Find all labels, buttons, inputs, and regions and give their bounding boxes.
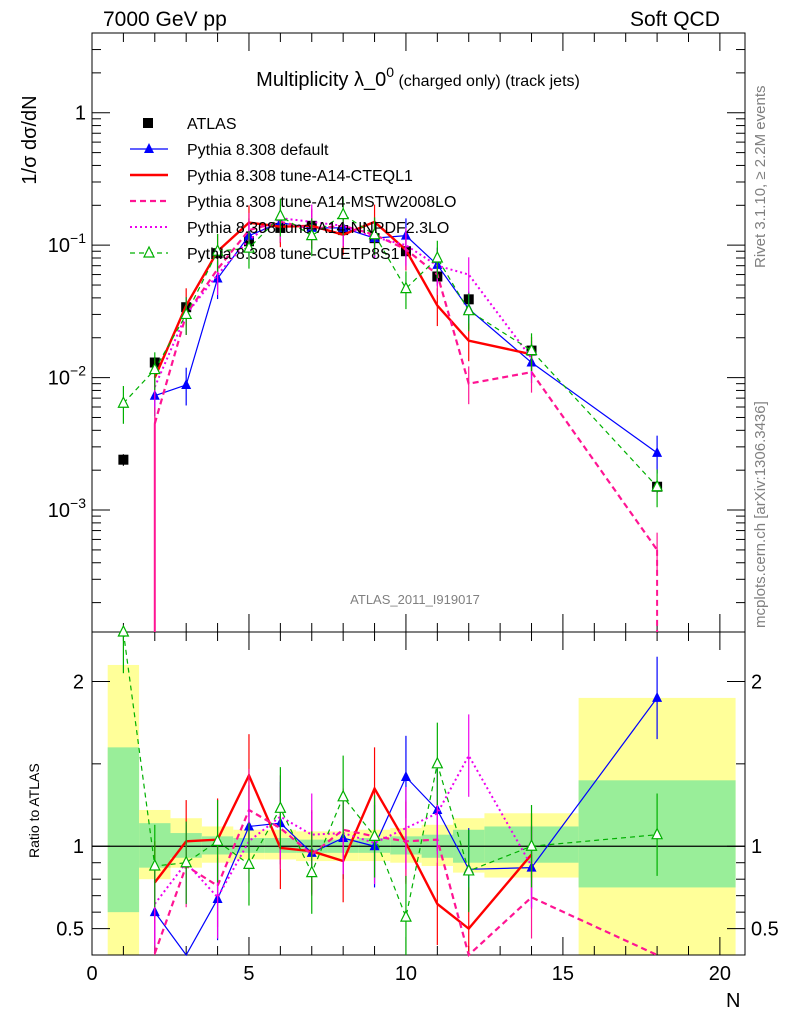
ratio-ytick-label-2: 2 — [73, 671, 84, 693]
ratio-xtick-label-4: 20 — [709, 963, 731, 985]
series-line-2 — [153, 220, 532, 379]
x-axis-label: N — [726, 990, 741, 1012]
ratio-point — [462, 863, 475, 876]
series-line-3 — [153, 220, 658, 551]
ratio-line-1 — [153, 772, 533, 931]
ratio-ytick-label-1: 1 — [73, 836, 84, 858]
ratio-ytick-label-right-1: 1 — [751, 836, 762, 858]
main-ytick-exp: −1 — [70, 230, 86, 246]
rivet-label: Rivet 3.1.10, ≥ 2.2M events — [752, 85, 769, 269]
data-point — [399, 281, 412, 294]
ratio-point — [274, 800, 287, 813]
ratio-point — [211, 833, 224, 846]
legend-label-3: Pythia 8.308 tune-A14-MSTW2008LO — [187, 194, 456, 211]
ratio-point — [368, 829, 381, 841]
legend-marker-1 — [144, 143, 154, 153]
ratio-line-2 — [153, 808, 658, 958]
data-point — [431, 250, 444, 263]
site-label: mcplots.cern.ch [arXiv:1306.3436] — [752, 401, 769, 628]
ratio-point — [305, 865, 318, 878]
ratio-line-4 — [122, 631, 658, 920]
legend-label-1: Pythia 8.308 default — [187, 142, 329, 159]
ratio-frame — [91, 631, 746, 956]
main-ytick-label-0: 10−3 — [48, 495, 86, 522]
analysis-tag: ATLAS_2011_I919017 — [350, 592, 480, 607]
data-point — [243, 240, 255, 253]
header-right: Soft QCD — [630, 8, 720, 31]
main-ytick-exp: −3 — [70, 495, 86, 511]
ratio-ytick-label-0: 0.5 — [56, 919, 84, 941]
data-point — [117, 395, 130, 408]
legend-label-2: Pythia 8.308 tune-A14-CTEQL1 — [187, 168, 413, 185]
ratio-point — [652, 691, 663, 702]
legend-label-4: Pythia 8.308 tune-A14-NNPDF2.3LO — [187, 220, 449, 237]
ratio-point — [117, 624, 130, 637]
data-point — [337, 207, 350, 220]
ratio-point — [180, 855, 193, 868]
main-ytick-label-2: 10−1 — [48, 230, 86, 257]
ratio-xtick-label-3: 15 — [552, 963, 574, 985]
main-ytick-label-3: 1 — [75, 103, 86, 125]
ratio-point — [337, 789, 350, 802]
data-point — [305, 228, 318, 241]
ratio-y-label: Ratio to ATLAS — [26, 763, 42, 858]
header-left: 7000 GeV pp — [103, 8, 227, 31]
series-line-5 — [122, 213, 658, 488]
legend-marker-5 — [143, 245, 155, 258]
ratio-ytick-label-right-0: 0.5 — [751, 919, 779, 941]
chart-title-main: Multiplicity λ_0 — [256, 69, 386, 91]
data-point — [148, 362, 161, 375]
ratio-ytick-label-right-2: 2 — [751, 671, 762, 693]
ratio-line-3 — [153, 753, 533, 905]
ratio-point — [431, 756, 444, 769]
chart-title-sup: 0 — [386, 64, 394, 80]
chart-title-sub: (charged only) (track jets) — [394, 73, 580, 90]
ratio-xtick-label-2: 10 — [395, 963, 417, 985]
ratio-xtick-label-0: 0 — [86, 963, 97, 985]
chart-title: Multiplicity λ_00 (charged only) (track … — [256, 64, 580, 91]
data-point — [118, 454, 129, 465]
main-ytick-exp: −2 — [70, 363, 86, 379]
ratio-point — [148, 858, 161, 871]
data-point — [462, 303, 475, 316]
band-stat-0 — [107, 747, 140, 913]
main-y-label: 1/σ dσ/dN — [19, 95, 41, 184]
data-point — [651, 479, 664, 492]
ratio-xtick-label-1: 5 — [243, 963, 254, 985]
data-point — [180, 307, 193, 320]
series-line-4 — [153, 217, 533, 388]
data-point — [368, 227, 381, 240]
ratio-point — [243, 857, 255, 869]
data-point — [211, 243, 224, 256]
data-point — [181, 378, 192, 389]
data-point — [525, 343, 538, 356]
ratio-point — [400, 771, 411, 782]
ratio-point — [651, 827, 664, 840]
legend-marker-0 — [143, 118, 153, 128]
main-ytick-label-1: 10−2 — [48, 363, 86, 390]
data-point — [274, 208, 287, 221]
legend-label-0: ATLAS — [187, 116, 237, 133]
ratio-point — [525, 838, 538, 851]
data-point — [652, 446, 663, 457]
ratio-point — [399, 909, 412, 922]
legend-label-5: Pythia 8.308 tune-CUETP8S1 — [187, 246, 400, 263]
